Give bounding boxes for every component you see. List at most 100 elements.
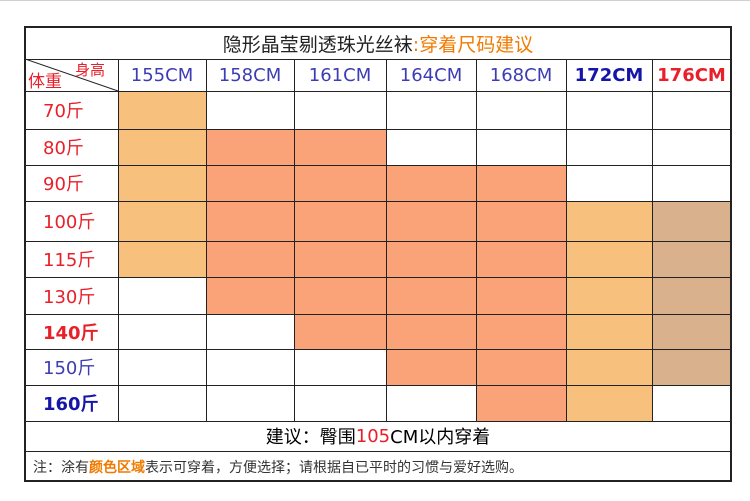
weight-row-header: 70斤: [43, 101, 84, 122]
fit-cell: [566, 165, 653, 202]
note-text: 注：涂有 颜色区域 表示可穿着，方便选择；请根据自已平时的习惯与爱好选购。: [33, 453, 523, 481]
advice-prefix: 建议：臀围: [265, 427, 356, 448]
fit-cell: [118, 91, 207, 130]
chart-title: 隐形晶莹剔透珠光丝袜 :穿着尺码建议: [25, 27, 731, 59]
size-chart: 隐形晶莹剔透珠光丝袜 :穿着尺码建议 身高 体重 155CM 158CM 161CM…: [24, 26, 732, 482]
height-column-header: 164CM: [399, 64, 463, 86]
weight-row-header: 100斤: [43, 212, 96, 233]
fit-cell: [652, 277, 731, 315]
fit-cell: [294, 201, 387, 242]
fit-cell: [386, 277, 477, 315]
weight-row-header: 90斤: [43, 174, 84, 195]
weight-header-cell: [25, 314, 119, 350]
size-grid: [25, 27, 731, 481]
fit-cell: [476, 277, 567, 315]
corner-height-label: 身高: [75, 61, 106, 79]
fit-cell: [566, 241, 653, 278]
fit-cell: [386, 314, 477, 350]
height-header-cell: [652, 59, 731, 92]
fit-cell: [386, 129, 477, 166]
height-column-header: 172CM: [574, 64, 644, 86]
weight-row-header: 150斤: [43, 358, 96, 379]
corner-diagonal: [25, 58, 119, 91]
fit-cell: [652, 201, 731, 242]
top-divider: [0, 0, 750, 1]
fit-cell: [294, 385, 387, 422]
fit-cell: [386, 241, 477, 278]
weight-row-header: 140斤: [43, 322, 99, 344]
fit-cell: [118, 241, 207, 278]
fit-cell: [206, 277, 295, 315]
fit-cell: [566, 91, 653, 130]
title-product-name: 隐形晶莹剔透珠光丝袜: [222, 33, 413, 56]
title-cell: [25, 27, 731, 60]
fit-cell: [294, 314, 387, 350]
fit-cell: [566, 385, 653, 422]
advice-cell: [25, 421, 731, 452]
fit-cell: [206, 385, 295, 422]
height-column-header: 168CM: [489, 64, 553, 86]
height-header-cell: [206, 59, 295, 92]
note-highlight: 颜色区域: [89, 460, 145, 476]
corner-weight-label: 体重: [28, 72, 62, 92]
fit-cell: [476, 385, 567, 422]
fit-cell: [294, 241, 387, 278]
height-header-cell: [386, 59, 477, 92]
fit-cell: [386, 201, 477, 242]
height-column-header: 176CM: [657, 64, 726, 86]
fit-cell: [118, 349, 207, 386]
fit-cell: [652, 241, 731, 278]
fit-cell: [206, 314, 295, 350]
fit-cell: [476, 314, 567, 350]
fit-cell: [118, 129, 207, 166]
weight-row-header: 115斤: [43, 250, 96, 271]
fit-cell: [294, 129, 387, 166]
fit-cell: [566, 201, 653, 242]
note-cell: [25, 451, 731, 481]
fit-cell: [566, 129, 653, 166]
fit-cell: [206, 165, 295, 202]
weight-header-cell: [25, 349, 119, 386]
fit-cell: [118, 277, 207, 315]
height-column-header: 158CM: [218, 64, 282, 86]
fit-cell: [566, 314, 653, 350]
fit-cell: [206, 201, 295, 242]
height-header-cell: [566, 59, 653, 92]
fit-cell: [294, 165, 387, 202]
advice-text: 建议：臀围 105 CM以内穿着: [25, 421, 731, 451]
weight-row-header: 80斤: [43, 138, 84, 159]
fit-cell: [476, 241, 567, 278]
fit-cell: [476, 129, 567, 166]
fit-cell: [476, 201, 567, 242]
fit-cell: [652, 385, 731, 422]
fit-cell: [566, 277, 653, 315]
fit-cell: [294, 277, 387, 315]
weight-header-cell: [25, 165, 119, 202]
fit-cell: [652, 314, 731, 350]
weight-row-header: 130斤: [43, 286, 96, 308]
fit-cell: [386, 165, 477, 202]
fit-cell: [476, 349, 567, 386]
weight-header-cell: [25, 241, 119, 278]
fit-cell: [652, 349, 731, 386]
note-prefix: 注：涂有: [33, 460, 89, 476]
fit-cell: [118, 165, 207, 202]
fit-cell: [118, 201, 207, 242]
advice-hip-value: 105: [355, 425, 391, 447]
weight-header-cell: [25, 277, 119, 315]
fit-cell: [294, 91, 387, 130]
height-column-header: 155CM: [130, 64, 194, 86]
fit-cell: [386, 91, 477, 130]
fit-cell: [386, 385, 477, 422]
fit-cell: [294, 349, 387, 386]
fit-cell: [206, 349, 295, 386]
note-suffix: 表示可穿着，方便选择；请根据自已平时的习惯与爱好选购。: [145, 460, 523, 476]
fit-cell: [386, 349, 477, 386]
fit-cell: [476, 165, 567, 202]
fit-cell: [206, 129, 295, 166]
fit-cell: [652, 165, 731, 202]
weight-row-header: 160斤: [43, 394, 99, 415]
fit-cell: [652, 129, 731, 166]
fit-cell: [206, 241, 295, 278]
fit-cell: [118, 385, 207, 422]
